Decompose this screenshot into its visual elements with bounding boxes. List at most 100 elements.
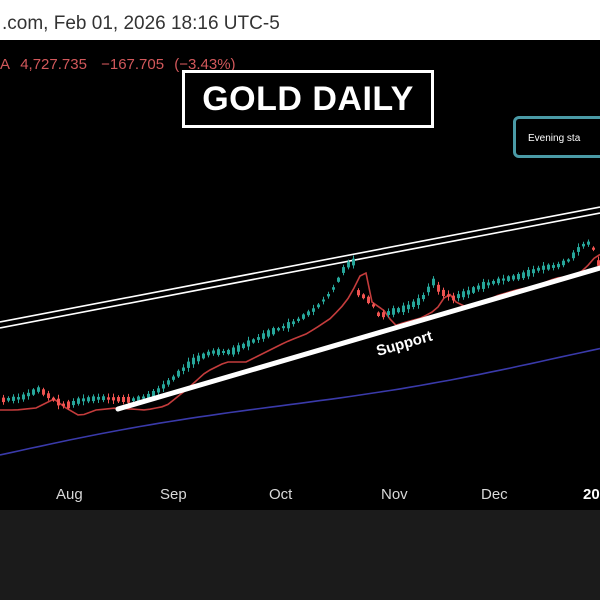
candle <box>102 396 105 401</box>
candle <box>92 396 95 402</box>
candle <box>492 281 495 284</box>
chart-lines-layer <box>0 206 600 456</box>
price-change-percent: (−3.43%) <box>174 56 236 73</box>
x-tick-label: 20 <box>583 486 600 503</box>
candle <box>52 397 55 401</box>
candle <box>582 243 585 247</box>
candle <box>452 295 455 301</box>
candle <box>167 380 170 385</box>
chart-title-box: GOLD DAILY <box>182 70 434 128</box>
candle <box>357 290 360 296</box>
candle <box>377 312 380 316</box>
candle <box>587 241 590 245</box>
candle <box>302 314 305 319</box>
candle <box>482 281 485 289</box>
candle <box>572 252 575 259</box>
candle <box>332 287 335 290</box>
source-timestamp: .com, Feb 01, 2026 18:16 UTC-5 <box>2 13 280 34</box>
candle <box>297 318 300 321</box>
candle <box>157 388 160 393</box>
candle <box>567 259 570 262</box>
candle <box>197 355 200 362</box>
x-tick-label: Sep <box>160 486 187 503</box>
candle <box>507 276 510 281</box>
candle <box>447 294 450 297</box>
candle <box>202 353 205 359</box>
candle <box>382 312 385 318</box>
candle <box>227 349 230 355</box>
candle <box>512 275 515 280</box>
candle <box>282 326 285 329</box>
candle <box>577 247 580 252</box>
candle <box>402 305 405 313</box>
candle <box>22 394 25 400</box>
candle <box>467 290 470 295</box>
x-tick-label: Oct <box>269 486 293 503</box>
chart-title: GOLD DAILY <box>202 79 414 118</box>
candle <box>247 340 250 347</box>
channel-top-line-2 <box>0 212 600 329</box>
candle <box>522 272 525 279</box>
candle <box>322 299 325 302</box>
candle <box>192 357 195 365</box>
candle <box>127 396 130 403</box>
candle <box>532 269 535 274</box>
x-tick-label: Nov <box>381 486 408 503</box>
candle <box>502 278 505 281</box>
ma-long-line <box>0 347 600 456</box>
candle <box>97 396 100 400</box>
price-change: −167.705 <box>101 56 165 73</box>
candle <box>597 260 600 266</box>
candle <box>552 265 555 268</box>
candles-layer <box>2 239 600 410</box>
candle <box>292 321 295 325</box>
candle <box>352 258 355 266</box>
candle <box>222 351 225 353</box>
candle <box>337 277 340 282</box>
candle <box>142 396 145 399</box>
price-quote: A 4,727.735 −167.705 (−3.43%) <box>0 56 236 73</box>
candle <box>527 269 530 277</box>
candle <box>472 287 475 293</box>
candle <box>387 311 390 315</box>
candle <box>57 398 60 406</box>
candle <box>32 389 35 395</box>
candle <box>542 265 545 270</box>
candle <box>407 304 410 310</box>
candle <box>317 304 320 308</box>
candle <box>307 311 310 316</box>
x-axis: Aug Sep Oct Nov Dec 20 <box>56 486 600 503</box>
candle <box>397 308 400 313</box>
candle <box>112 397 115 401</box>
candle <box>272 328 275 335</box>
candle <box>537 267 540 271</box>
candle <box>132 398 135 401</box>
candle <box>107 397 110 400</box>
candle <box>557 263 560 268</box>
candle <box>7 398 10 401</box>
candle <box>372 304 375 307</box>
candle <box>517 274 520 280</box>
candle <box>327 294 330 297</box>
candle <box>217 349 220 355</box>
candle <box>62 403 65 407</box>
candle <box>232 347 235 355</box>
candle <box>422 295 425 300</box>
support-line <box>115 265 600 412</box>
candle <box>367 296 370 304</box>
candle <box>137 396 140 401</box>
candle <box>437 284 440 292</box>
candle <box>547 264 550 270</box>
candle <box>392 308 395 315</box>
symbol-fragment: A <box>0 56 11 73</box>
candle <box>177 370 180 377</box>
candle <box>347 261 350 268</box>
x-tick-label: Dec <box>481 486 508 503</box>
candle <box>442 289 445 296</box>
source-header: .com, Feb 01, 2026 18:16 UTC-5 <box>0 0 600 40</box>
candle <box>562 260 565 266</box>
candle <box>117 397 120 402</box>
candle <box>592 247 595 250</box>
candle <box>27 392 30 397</box>
